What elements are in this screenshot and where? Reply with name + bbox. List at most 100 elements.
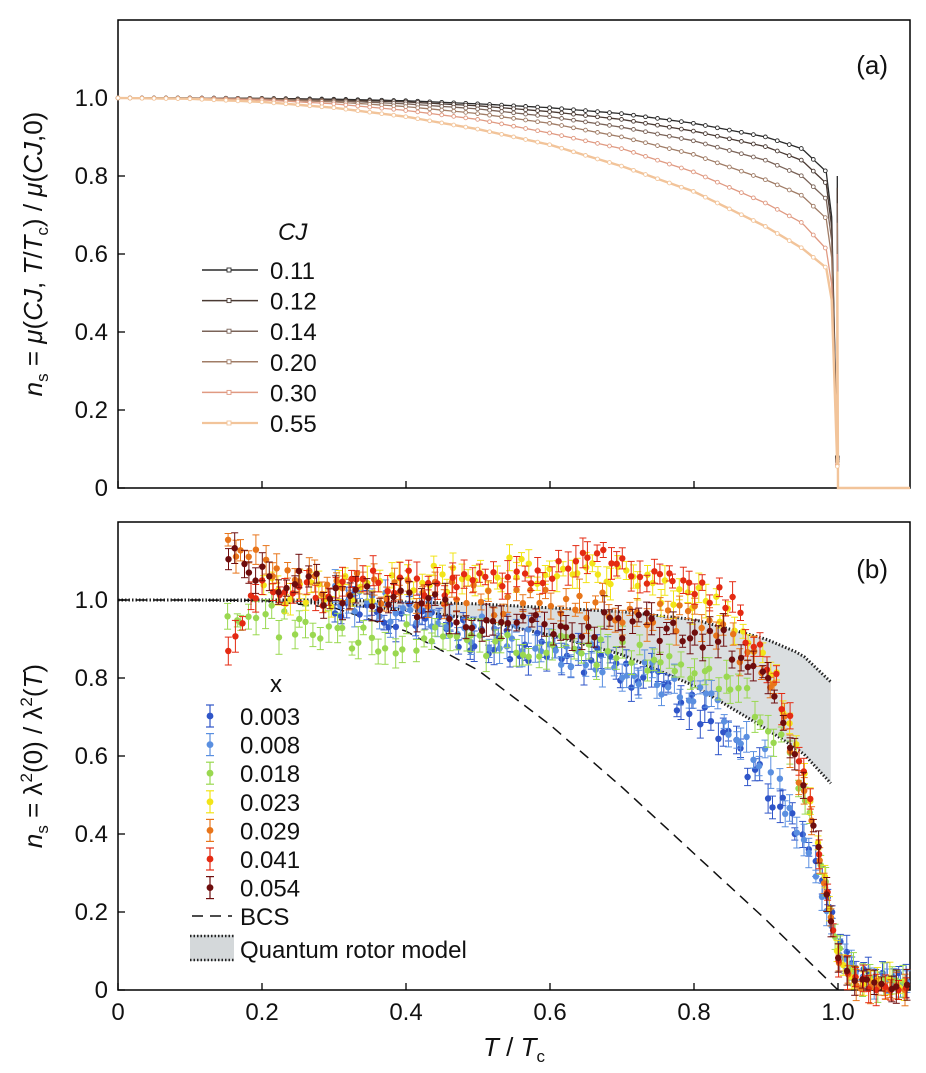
panel-a-marker xyxy=(391,106,397,112)
data-point xyxy=(670,601,677,608)
panel-a-marker xyxy=(499,105,504,111)
panel-a-marker xyxy=(559,133,564,138)
data-point xyxy=(245,569,253,576)
data-point xyxy=(320,602,327,609)
panel-a-marker xyxy=(403,114,409,120)
panel-b-legend-swatch xyxy=(206,884,214,891)
panel-a-marker xyxy=(703,156,708,161)
data-point xyxy=(871,979,878,986)
data-point xyxy=(326,595,334,602)
data-point xyxy=(786,744,794,751)
data-point xyxy=(536,653,543,660)
data-point xyxy=(550,631,557,638)
data-point xyxy=(764,674,772,682)
panel-a-marker xyxy=(679,149,684,154)
data-point xyxy=(706,627,714,635)
panel-a-marker xyxy=(763,177,768,183)
panel-a-marker xyxy=(727,206,732,212)
panel-a-legend-label: 0.11 xyxy=(270,258,315,285)
data-point xyxy=(743,684,751,692)
panel-a-marker xyxy=(511,134,516,140)
panel-b-legend-label: 0.008 xyxy=(240,733,300,760)
panel-b-x-tick-label: 0 xyxy=(111,999,124,1026)
data-point xyxy=(691,670,698,677)
panel-a-legend-label: 0.30 xyxy=(270,380,317,407)
panel-a-marker xyxy=(511,123,516,129)
panel-a-legend-marker xyxy=(226,328,232,334)
panel-a-marker xyxy=(631,137,636,143)
data-point xyxy=(640,674,647,681)
panel-a-marker xyxy=(559,123,564,128)
data-point xyxy=(791,751,798,758)
panel-a-marker xyxy=(187,96,193,102)
panel-a-marker xyxy=(439,104,445,109)
data-point xyxy=(592,599,599,606)
data-point xyxy=(903,981,911,988)
panel-a-marker xyxy=(559,116,564,121)
data-point xyxy=(793,741,800,748)
panel-a-marker xyxy=(631,150,636,155)
data-point xyxy=(805,849,812,857)
data-point xyxy=(579,549,587,557)
panel-a-marker xyxy=(439,112,445,118)
panel-a-marker xyxy=(451,108,457,114)
panel-b-legend-swatch xyxy=(206,769,214,777)
panel-b-x-tick-label: 0.8 xyxy=(677,999,710,1026)
panel-a-y-tick-label: 0.4 xyxy=(75,319,108,346)
data-point xyxy=(599,669,606,676)
panel-a-marker xyxy=(798,146,804,151)
data-point xyxy=(608,560,615,567)
panel-a-y-tick-label: 0.6 xyxy=(75,241,108,268)
data-point xyxy=(324,581,331,588)
data-point xyxy=(833,947,841,955)
data-point xyxy=(584,554,591,561)
panel-a-marker xyxy=(643,140,648,146)
data-point xyxy=(702,690,710,697)
data-point xyxy=(572,558,580,565)
panel-a-marker xyxy=(763,157,768,163)
panel-a-marker xyxy=(571,117,576,123)
panel-a-marker xyxy=(199,96,205,102)
panel-a: 0 0.2 0.4 0.6 0.8 1.0 (a) ns = μ(CJ, T/Tc) / … xyxy=(18,19,911,502)
data-point xyxy=(721,718,728,725)
data-point xyxy=(355,639,362,646)
data-point xyxy=(498,618,505,626)
panel-b-x-tick-label: 0.2 xyxy=(245,999,278,1026)
panel-a-marker xyxy=(259,99,265,105)
data-point xyxy=(628,573,635,580)
panel-a-marker xyxy=(571,125,576,131)
data-point xyxy=(418,600,425,607)
data-point xyxy=(312,594,319,602)
panel-b-x-ticks: 0 0.2 0.4 0.6 0.8 1.0 xyxy=(111,983,855,1026)
data-point xyxy=(619,555,626,562)
panel-a-marker xyxy=(763,200,768,206)
data-point xyxy=(767,769,774,776)
panel-a-marker xyxy=(595,156,600,162)
data-point xyxy=(519,651,527,658)
panel-a-marker xyxy=(595,121,600,127)
data-point xyxy=(807,795,814,803)
data-point xyxy=(664,684,672,691)
data-point xyxy=(878,980,885,988)
panel-b-y-tick-label: 0.8 xyxy=(75,665,108,692)
panel-a-marker xyxy=(355,103,361,109)
data-point xyxy=(691,591,698,598)
data-point xyxy=(305,573,312,580)
panel-a-marker xyxy=(403,108,409,113)
data-point xyxy=(536,599,543,607)
data-point xyxy=(232,553,240,560)
panel-a-marker xyxy=(415,105,421,111)
data-point xyxy=(431,591,439,598)
data-point xyxy=(549,575,556,582)
data-point xyxy=(492,638,499,645)
panel-b-x-tick-label: 0.4 xyxy=(389,999,422,1026)
data-point xyxy=(504,631,511,639)
panel-a-marker xyxy=(451,122,457,128)
data-point xyxy=(406,606,414,614)
data-point xyxy=(442,623,450,631)
data-point xyxy=(764,728,772,735)
panel-a-marker xyxy=(643,114,648,120)
data-point xyxy=(346,592,354,600)
panel-a-marker xyxy=(331,105,337,111)
panel-a-marker xyxy=(798,220,804,225)
